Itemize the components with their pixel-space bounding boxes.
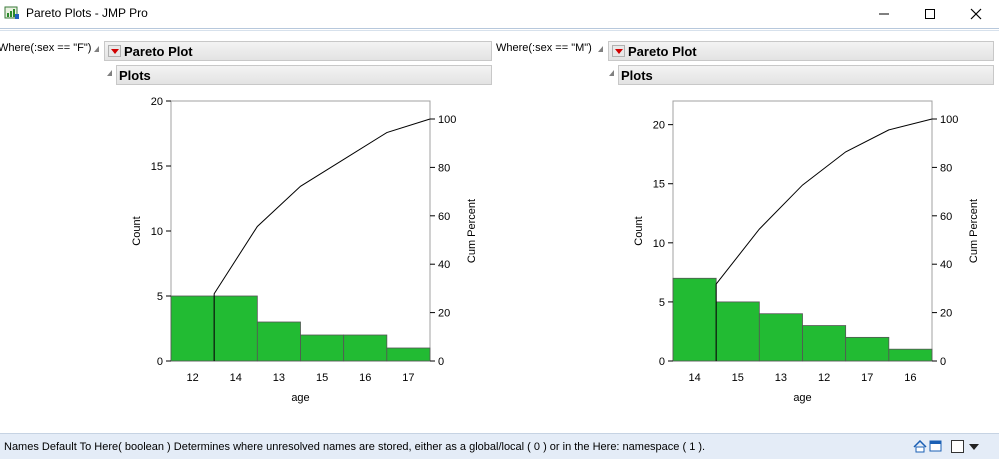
y2-axis-label: Cum Percent <box>466 199 478 263</box>
y-tick-label: 0 <box>157 356 163 368</box>
x-tick-label: 17 <box>402 372 414 384</box>
y2-tick-label: 40 <box>940 259 952 271</box>
y2-tick-label: 80 <box>940 162 952 174</box>
cum-percent-line <box>213 118 431 361</box>
y-tick-label: 20 <box>151 96 163 108</box>
x-axis-label: age <box>291 392 309 404</box>
window-title: Pareto Plots - JMP Pro <box>26 6 148 20</box>
checkbox[interactable] <box>951 440 964 453</box>
x-tick-label: 17 <box>861 372 873 384</box>
y2-tick-label: 20 <box>940 308 952 320</box>
bar <box>715 301 760 362</box>
pareto-chart-male: 0 5 10 15 20 0 20 40 60 80 100 14 15 13 12 17 16 age Count… <box>633 100 980 404</box>
bar <box>386 347 431 362</box>
title-separator <box>0 28 999 29</box>
pareto-plot-outline-m: Pareto Plot <box>608 41 994 61</box>
outline-subtitle: Plots <box>621 68 653 83</box>
x-tick-label: 13 <box>273 372 285 384</box>
disclosure-triangle-icon[interactable] <box>598 46 603 52</box>
home-icon[interactable] <box>913 440 927 453</box>
y-axis-label: Count <box>131 216 143 245</box>
bar <box>300 334 345 362</box>
bar <box>802 325 847 362</box>
y-tick-label: 10 <box>653 238 665 250</box>
y-axis-label: Count <box>633 216 645 245</box>
x-tick-label: 15 <box>732 372 744 384</box>
y2-tick-label: 60 <box>438 211 450 223</box>
bar <box>888 348 933 362</box>
close-icon <box>970 8 982 19</box>
y2-tick-label: 0 <box>438 356 444 368</box>
outline-title: Pareto Plot <box>628 44 697 59</box>
red-triangle-menu-icon[interactable] <box>108 45 121 57</box>
y-tick-label: 10 <box>151 226 163 238</box>
disclosure-triangle-icon[interactable] <box>609 70 614 76</box>
x-tick-label: 12 <box>186 372 198 384</box>
y-tick-label: 15 <box>151 161 163 173</box>
bar <box>758 313 803 362</box>
y2-tick-label: 100 <box>940 114 958 126</box>
bar <box>672 277 717 362</box>
y2-tick-label: 100 <box>438 114 456 126</box>
cum-percent-line <box>715 118 933 361</box>
plots-outline-m: Plots <box>618 65 994 85</box>
dropdown-arrow-icon[interactable] <box>969 444 979 451</box>
y2-axis-label: Cum Percent <box>968 199 980 263</box>
pareto-chart-female: 0 5 10 15 20 0 20 40 60 80 100 12 14 13 15 16 17 age Count… <box>131 96 478 404</box>
maximize-icon <box>925 8 935 19</box>
pareto-plot-outline-f: Pareto Plot <box>104 41 492 61</box>
bar <box>256 321 301 362</box>
minimize-icon <box>879 13 889 14</box>
plots-outline-f: Plots <box>116 65 492 85</box>
window-list-icon[interactable] <box>929 440 943 453</box>
bar <box>213 295 258 362</box>
x-tick-label: 13 <box>775 372 787 384</box>
y-tick-label: 0 <box>659 356 665 368</box>
status-text: Names Default To Here( boolean ) Determi… <box>4 441 706 453</box>
where-clause-f: Where(:sex == "F") <box>0 42 92 54</box>
status-bar: Names Default To Here( boolean ) Determi… <box>0 433 999 459</box>
x-tick-label: 14 <box>688 372 700 384</box>
minimize-button[interactable] <box>861 0 907 27</box>
y-tick-label: 15 <box>653 179 665 191</box>
y2-tick-label: 80 <box>438 162 450 174</box>
disclosure-triangle-icon[interactable] <box>107 70 112 76</box>
close-button[interactable] <box>953 0 999 27</box>
y-tick-label: 5 <box>659 297 665 309</box>
outline-title: Pareto Plot <box>124 44 193 59</box>
bar <box>170 295 215 362</box>
y2-tick-label: 20 <box>438 308 450 320</box>
x-tick-label: 15 <box>316 372 328 384</box>
x-axis-label: age <box>793 392 811 404</box>
y-tick-label: 20 <box>653 120 665 132</box>
jmp-app-icon <box>4 6 19 19</box>
bar <box>343 334 388 362</box>
title-bar: Pareto Plots - JMP Pro <box>0 0 999 27</box>
bar <box>845 336 890 362</box>
x-tick-label: 16 <box>359 372 371 384</box>
x-tick-label: 12 <box>818 372 830 384</box>
x-tick-label: 16 <box>904 372 916 384</box>
title-separator-light <box>0 30 999 31</box>
y2-tick-label: 40 <box>438 259 450 271</box>
y2-tick-label: 60 <box>940 211 952 223</box>
where-clause-m: Where(:sex == "M") <box>496 42 592 54</box>
outline-subtitle: Plots <box>119 68 151 83</box>
red-triangle-menu-icon[interactable] <box>612 45 625 57</box>
disclosure-triangle-icon[interactable] <box>94 46 99 52</box>
y-tick-label: 5 <box>157 291 163 303</box>
x-tick-label: 14 <box>230 372 242 384</box>
maximize-button[interactable] <box>907 0 953 27</box>
y2-tick-label: 0 <box>940 356 946 368</box>
